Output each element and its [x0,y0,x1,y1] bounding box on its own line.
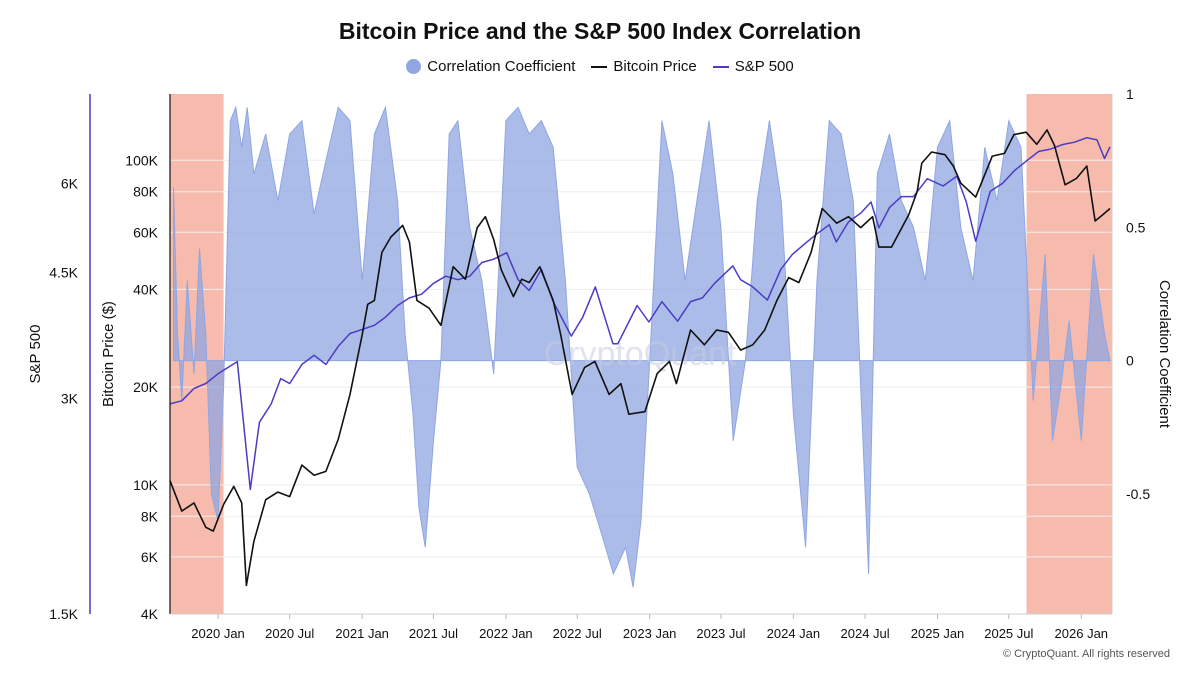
sp500-tick-label: 6K [61,175,79,191]
bitcoin-tick-label: 6K [141,549,159,565]
correlation-area-path [173,105,1112,588]
correlation-area [173,105,1112,588]
correlation-axis-title: Correlation Coefficient [1156,280,1173,429]
x-tick-label: 2025 Jan [911,626,965,641]
sp500-axis-title: S&P 500 [27,325,44,384]
x-tick-label: 2025 Jul [984,626,1033,641]
bitcoin-line [169,129,1111,587]
x-tick-label: 2021 Jul [409,626,458,641]
x-tick-label: 2024 Jul [841,626,890,641]
x-tick-label: 2020 Jul [265,626,314,641]
bitcoin-tick-label: 40K [133,281,159,297]
x-tick-label: 2021 Jan [335,626,389,641]
x-tick-label: 2023 Jan [623,626,677,641]
legend-label: Bitcoin Price [613,58,697,75]
sp500-series [169,136,1111,491]
legend-line-icon [591,65,608,68]
axes: 1.5K 3K 4.5K 6K 4K 6K 8K 10K 20K 40K 60K 80K 100K -0.… [27,86,1173,641]
bitcoin-tick-label: 8K [141,508,159,524]
legend-label: Correlation Coefficient [427,58,576,75]
bitcoin-axis-title: Bitcoin Price ($) [100,301,117,407]
bitcoin-series [169,129,1111,587]
bitcoin-tick-label: 4K [141,606,159,622]
chart-legend: Correlation Coefficient Bitcoin Price S&… [0,58,1200,75]
bitcoin-tick-label: 100K [125,152,158,168]
sp500-tick-label: 4.5K [49,265,78,281]
x-tick-label: 2020 Jan [191,626,245,641]
x-tick-label: 2022 Jul [553,626,602,641]
legend-line-icon [712,65,729,68]
legend-label: S&P 500 [734,58,794,75]
correlation-tick-label: 1 [1126,86,1134,102]
x-tick-label: 2023 Jul [696,626,745,641]
sp500-tick-label: 1.5K [49,606,78,622]
sp500-line [169,136,1111,491]
x-tick-label: 2024 Jan [767,626,821,641]
legend-item-correlation[interactable]: Correlation Coefficient [406,58,575,75]
legend-item-bitcoin[interactable]: Bitcoin Price [591,58,697,75]
legend-item-sp500[interactable]: S&P 500 [712,58,794,75]
copyright-footer: © CryptoQuant. All rights reserved [1002,648,1170,660]
correlation-tick-label: -0.5 [1126,486,1150,502]
watermark: CryptoQuant [544,335,737,373]
sp500-tick-label: 3K [61,391,79,407]
bitcoin-tick-label: 10K [133,477,159,493]
bitcoin-tick-label: 80K [133,184,159,200]
x-tick-label: 2022 Jan [479,626,533,641]
chart-title: Bitcoin Price and the S&P 500 Index Corr… [338,18,862,44]
correlation-tick-label: 0.5 [1126,219,1146,235]
bitcoin-tick-label: 60K [133,224,159,240]
x-tick-label: 2026 Jan [1055,626,1109,641]
correlation-tick-label: 0 [1126,353,1134,369]
bitcoin-tick-label: 20K [133,379,159,395]
legend-dot-icon [406,59,422,74]
